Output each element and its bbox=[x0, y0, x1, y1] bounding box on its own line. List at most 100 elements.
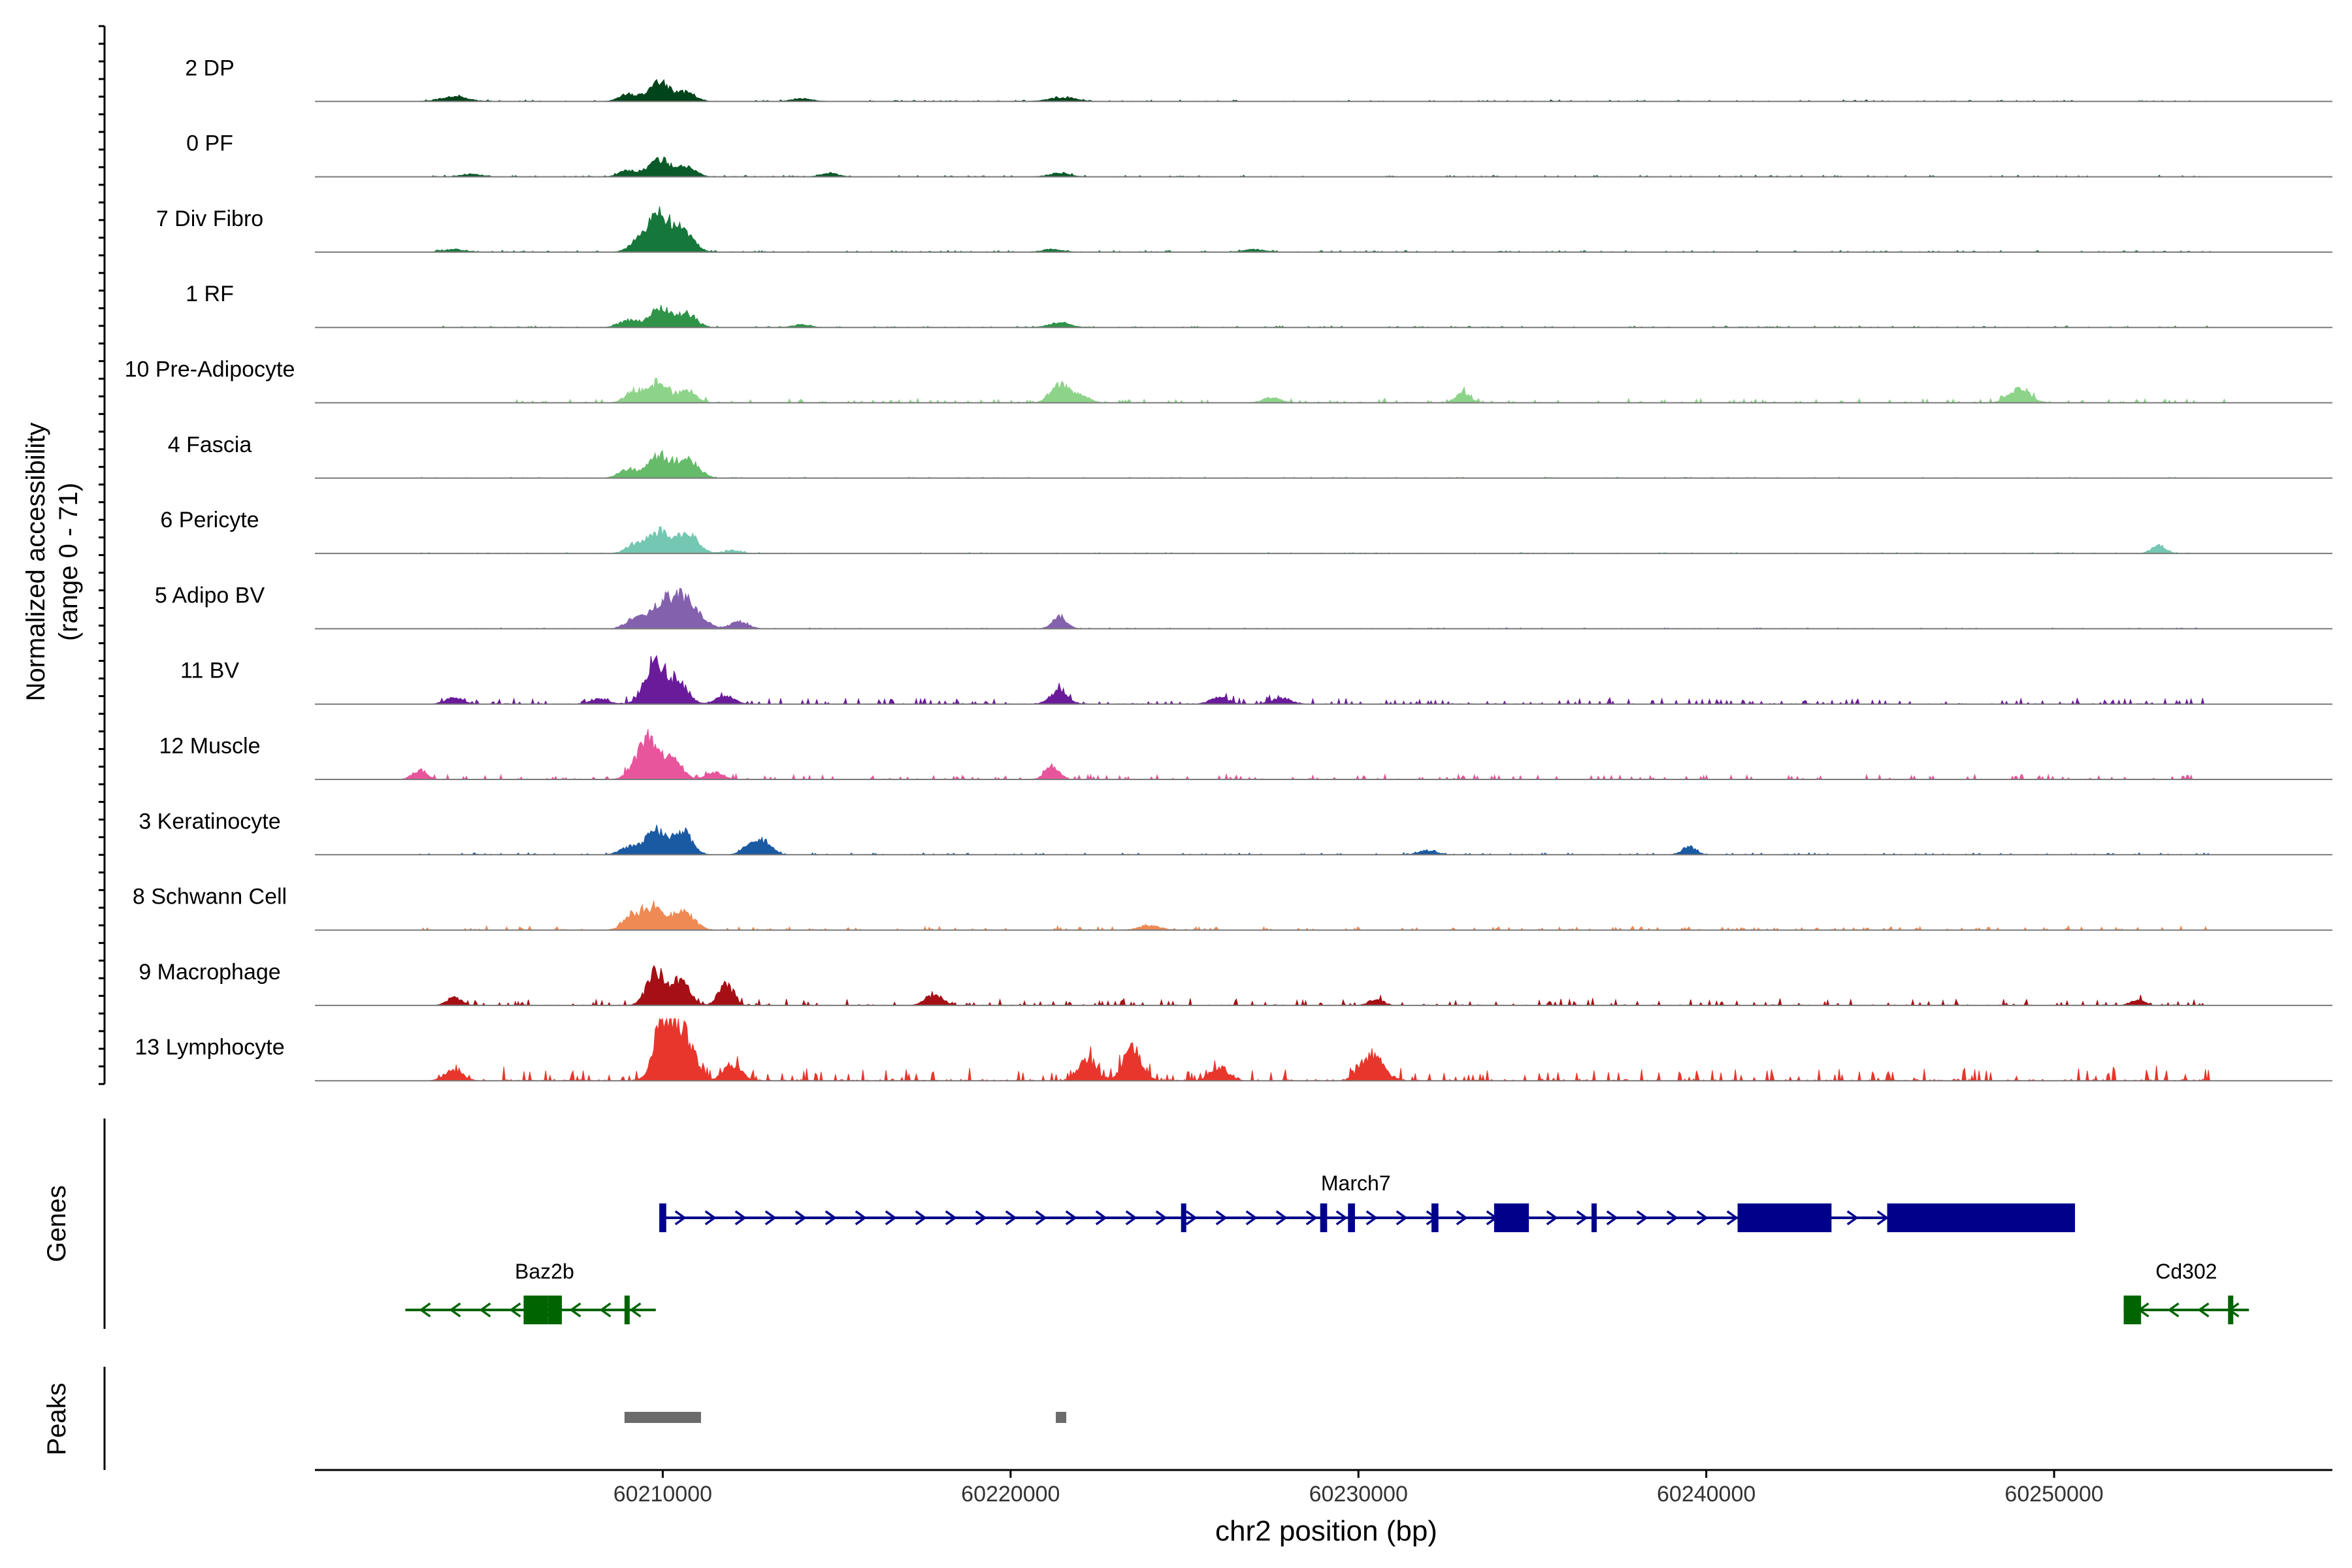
coverage-track: 8 Schwann Cell bbox=[133, 885, 2332, 931]
track-label: 2 DP bbox=[185, 56, 235, 80]
strand-arrow bbox=[1215, 1210, 1228, 1226]
peaks-y-axis-label: Peaks bbox=[42, 1382, 71, 1455]
coverage-area bbox=[315, 655, 2332, 706]
coverage-area bbox=[315, 449, 2332, 479]
strand-arrow bbox=[1396, 1210, 1408, 1226]
gene-exon bbox=[547, 1296, 563, 1324]
coverage-track: 3 Keratinocyte bbox=[139, 809, 2332, 856]
strand-arrow bbox=[945, 1210, 957, 1226]
strand-arrow bbox=[419, 1302, 431, 1318]
coverage-area bbox=[315, 304, 2332, 328]
peaks-panel bbox=[103, 1367, 1067, 1470]
strand-arrow bbox=[1726, 1210, 1739, 1226]
strand-arrow bbox=[1576, 1210, 1588, 1226]
gene-exon bbox=[624, 1296, 630, 1324]
coverage-area bbox=[315, 588, 2332, 629]
track-label: 10 Pre-Adipocyte bbox=[125, 357, 295, 382]
coverage-area bbox=[315, 1017, 2332, 1082]
coverage-area bbox=[315, 206, 2332, 253]
track-label: 1 RF bbox=[186, 282, 234, 306]
strand-arrow bbox=[1365, 1210, 1378, 1226]
track-label: 7 Div Fibro bbox=[156, 206, 263, 231]
strand-arrow bbox=[1035, 1210, 1047, 1226]
strand-arrow bbox=[1456, 1210, 1468, 1226]
gene-model: March7 bbox=[659, 1171, 2076, 1232]
strand-arrow bbox=[825, 1210, 837, 1226]
strand-arrow bbox=[915, 1210, 927, 1226]
strand-arrow bbox=[1185, 1210, 1198, 1226]
genes-panel: March7 Baz2b Cd302 bbox=[103, 1119, 2249, 1329]
gene-exon bbox=[1591, 1203, 1597, 1232]
coverage-area bbox=[315, 156, 2332, 178]
strand-arrow bbox=[599, 1302, 612, 1318]
coverage-y-axis-label: Normalized accessibility bbox=[22, 423, 50, 702]
strand-arrow bbox=[1666, 1210, 1678, 1226]
strand-arrow bbox=[734, 1210, 747, 1226]
strand-arrow bbox=[1606, 1210, 1618, 1226]
coverage-track: 11 BV bbox=[180, 655, 2332, 706]
coverage-track: 2 DP bbox=[185, 56, 2332, 103]
strand-arrow bbox=[2167, 1302, 2180, 1318]
coverage-track: 1 RF bbox=[186, 282, 2332, 329]
strand-arrow bbox=[1876, 1210, 1889, 1226]
strand-arrow bbox=[704, 1210, 717, 1226]
coverage-area bbox=[315, 900, 2332, 931]
strand-arrow bbox=[1275, 1210, 1288, 1226]
gene-label: March7 bbox=[1321, 1171, 1391, 1195]
strand-arrow bbox=[629, 1302, 642, 1318]
coverage-track: 9 Macrophage bbox=[139, 960, 2332, 1007]
coverage-y-axis-range-label: (range 0 - 71) bbox=[54, 483, 83, 641]
track-label: 12 Muscle bbox=[159, 734, 261, 759]
coverage-area bbox=[315, 78, 2332, 102]
strand-arrow bbox=[885, 1210, 897, 1226]
track-label: 11 BV bbox=[180, 659, 239, 683]
strand-arrow bbox=[1636, 1210, 1648, 1226]
strand-arrow bbox=[1305, 1210, 1318, 1226]
gene-exon bbox=[1887, 1203, 2076, 1232]
strand-arrow bbox=[794, 1210, 807, 1226]
coverage-track: 5 Adipo BV bbox=[155, 583, 2332, 630]
track-label: 0 PF bbox=[186, 131, 233, 156]
track-label: 9 Macrophage bbox=[139, 960, 280, 985]
strand-arrow bbox=[2197, 1302, 2210, 1318]
coverage-track: 4 Fascia bbox=[168, 433, 2332, 479]
coverage-area bbox=[315, 825, 2332, 856]
strand-arrow bbox=[674, 1210, 687, 1226]
strand-arrow bbox=[1546, 1210, 1558, 1226]
gene-label: Baz2b bbox=[515, 1260, 574, 1283]
strand-arrow bbox=[975, 1210, 987, 1226]
gene-exon bbox=[659, 1203, 666, 1232]
gene-exon bbox=[1737, 1203, 1832, 1232]
gene-label: Cd302 bbox=[2155, 1260, 2217, 1283]
gene-exon bbox=[1320, 1203, 1328, 1232]
x-axis-tick-label: 60240000 bbox=[1657, 1482, 1756, 1507]
gene-exon bbox=[1494, 1203, 1529, 1232]
strand-arrow bbox=[479, 1302, 491, 1318]
coverage-track: 10 Pre-Adipocyte bbox=[125, 357, 2332, 404]
track-label: 8 Schwann Cell bbox=[133, 885, 287, 909]
coverage-track: 0 PF bbox=[186, 131, 2332, 178]
strand-arrow bbox=[1155, 1210, 1168, 1226]
strand-arrow bbox=[1696, 1210, 1708, 1226]
gene-exon bbox=[1348, 1203, 1355, 1232]
strand-arrow bbox=[1245, 1210, 1258, 1226]
track-label: 5 Adipo BV bbox=[155, 583, 265, 608]
coverage-area bbox=[315, 728, 2332, 781]
coverage-area bbox=[315, 378, 2332, 404]
gene-model: Cd302 bbox=[2123, 1260, 2249, 1324]
track-label: 3 Keratinocyte bbox=[139, 809, 280, 834]
track-label: 13 Lymphocyte bbox=[135, 1035, 284, 1060]
gene-exon bbox=[523, 1296, 548, 1324]
x-axis-tick-label: 60250000 bbox=[2004, 1482, 2103, 1507]
x-axis-tick-label: 60220000 bbox=[961, 1482, 1060, 1507]
strand-arrow bbox=[1065, 1210, 1077, 1226]
gene-model: Baz2b bbox=[405, 1260, 656, 1324]
x-axis-tick-label: 60210000 bbox=[613, 1482, 712, 1507]
strand-arrow bbox=[1005, 1210, 1017, 1226]
strand-arrow bbox=[1125, 1210, 1137, 1226]
strand-arrow bbox=[449, 1302, 461, 1318]
strand-arrow bbox=[1335, 1210, 1348, 1226]
coverage-track: 7 Div Fibro bbox=[156, 206, 2332, 253]
strand-arrow bbox=[1095, 1210, 1107, 1226]
